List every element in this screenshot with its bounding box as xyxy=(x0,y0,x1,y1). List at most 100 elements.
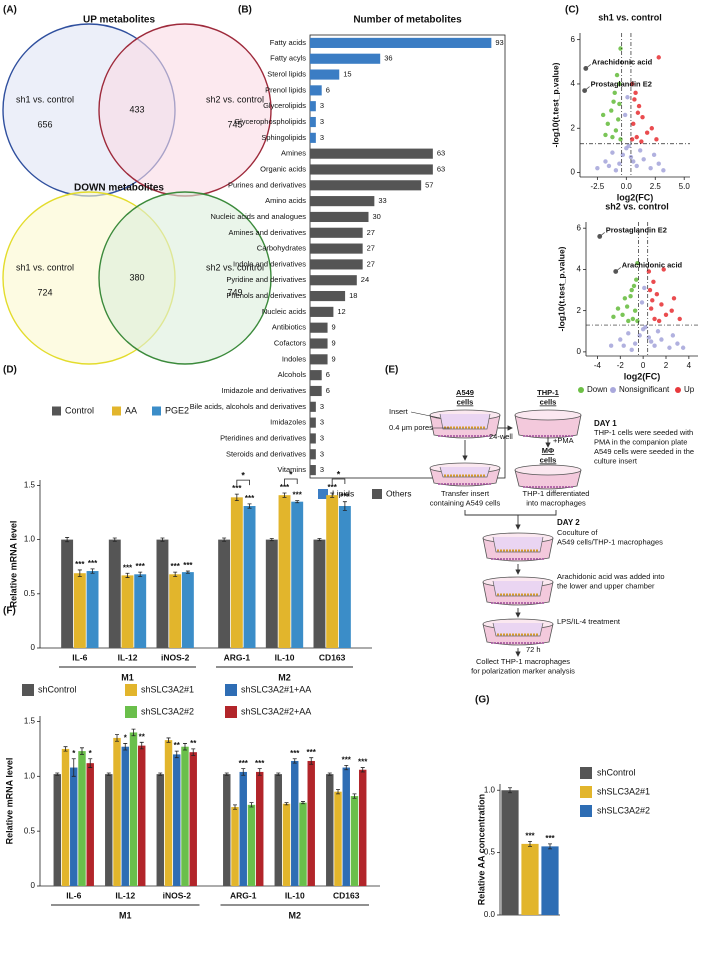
error-bar xyxy=(309,757,314,765)
bar xyxy=(310,132,316,143)
bracket-label: * xyxy=(289,469,293,479)
category-label: Prenol lipids xyxy=(265,85,306,94)
legend-swatch xyxy=(112,406,121,416)
bar xyxy=(61,539,74,648)
legend-swatch xyxy=(610,387,616,393)
point xyxy=(655,329,661,334)
point xyxy=(670,333,676,338)
insert xyxy=(492,622,544,637)
value-label: 18 xyxy=(349,291,357,300)
chart-title: Number of metabolites xyxy=(353,15,462,26)
well-rim xyxy=(514,464,582,476)
point xyxy=(654,137,659,142)
point xyxy=(675,341,680,346)
point xyxy=(630,316,636,322)
error-bar xyxy=(548,843,552,850)
set-count: 749 xyxy=(227,287,242,297)
chart-title: sh2 vs. control xyxy=(605,201,669,211)
point xyxy=(639,300,645,305)
bar xyxy=(310,164,433,175)
error-bar xyxy=(222,537,227,542)
point xyxy=(626,331,631,336)
point xyxy=(610,150,615,155)
point xyxy=(634,134,639,140)
legend-swatch xyxy=(580,786,592,798)
bar xyxy=(86,571,99,648)
well-rim xyxy=(514,409,582,421)
group-label: M1 xyxy=(119,910,132,920)
category-label: Indoles xyxy=(282,354,306,363)
error-bar xyxy=(55,772,60,776)
bar xyxy=(243,506,256,648)
x-tick-label: IL-10 xyxy=(275,652,295,662)
point xyxy=(659,337,664,342)
point xyxy=(626,318,631,324)
point xyxy=(641,157,646,162)
point xyxy=(632,97,637,102)
value-label: 63 xyxy=(437,164,445,173)
x-axis-label: log2(FC) xyxy=(624,371,661,381)
legend-label: shSLC3A2#1+AA xyxy=(241,684,311,694)
legend-label: PGE2 xyxy=(165,405,189,415)
y-tick-label: 1.5 xyxy=(24,717,36,726)
y-tick-label: 0.5 xyxy=(24,589,36,598)
insert xyxy=(492,536,544,553)
bar xyxy=(310,227,363,238)
group-label: M2 xyxy=(278,672,291,682)
category-label: Carbohydrates xyxy=(257,244,306,253)
bar xyxy=(53,774,61,886)
point xyxy=(639,139,644,144)
error-bar xyxy=(284,802,289,806)
diagram-text: into macrophages xyxy=(526,498,586,507)
bar xyxy=(223,774,231,886)
diagram-text: MΦ xyxy=(542,446,554,455)
point xyxy=(613,128,619,133)
bar xyxy=(310,338,328,349)
point xyxy=(629,137,635,142)
error-bar xyxy=(352,793,357,799)
value-label: 6 xyxy=(326,85,330,94)
point xyxy=(617,81,622,87)
error-bar xyxy=(79,747,84,755)
category-label: Pyridine and derivatives xyxy=(226,275,306,284)
value-label: 6 xyxy=(326,386,330,395)
category-label: Indole and derivatives xyxy=(233,259,306,268)
point xyxy=(643,324,648,330)
set-count: 745 xyxy=(227,119,242,129)
value-label: 3 xyxy=(320,101,324,110)
bar xyxy=(350,796,359,886)
point xyxy=(661,267,666,272)
bar xyxy=(181,746,189,886)
point xyxy=(603,132,608,138)
venn-circle xyxy=(98,191,272,365)
set-name: sh2 vs. control xyxy=(206,262,264,272)
category-label: Phenols and derivatives xyxy=(226,291,306,300)
error-bar xyxy=(90,568,95,574)
significance: *** xyxy=(255,759,265,768)
point xyxy=(616,117,621,122)
group-label: M1 xyxy=(121,672,134,682)
error-bar xyxy=(295,500,300,504)
point xyxy=(638,148,643,153)
group-label: M2 xyxy=(288,910,301,920)
error-bar xyxy=(106,772,111,776)
category-label: Amines and derivatives xyxy=(228,228,306,237)
bar xyxy=(310,290,346,302)
set-name: sh1 vs. control xyxy=(16,262,74,272)
value-label: 57 xyxy=(425,180,433,189)
annotation: Prostaglandin E2 xyxy=(591,80,652,89)
significance: *** xyxy=(88,559,98,568)
x-axis-label: log2(FC) xyxy=(617,192,654,202)
significance: ** xyxy=(139,732,146,741)
category-label: Bile acids, alcohols and derivatives xyxy=(190,402,307,411)
error-bar xyxy=(77,569,82,577)
point xyxy=(620,312,625,317)
overlap-count: 380 xyxy=(129,272,144,282)
x-tick-label: IL-6 xyxy=(72,652,87,662)
point xyxy=(667,345,672,350)
bracket-label: * xyxy=(241,470,245,480)
y-tick-label: 1.5 xyxy=(24,481,36,490)
value-label: 12 xyxy=(337,307,345,316)
significance: *** xyxy=(245,494,255,503)
